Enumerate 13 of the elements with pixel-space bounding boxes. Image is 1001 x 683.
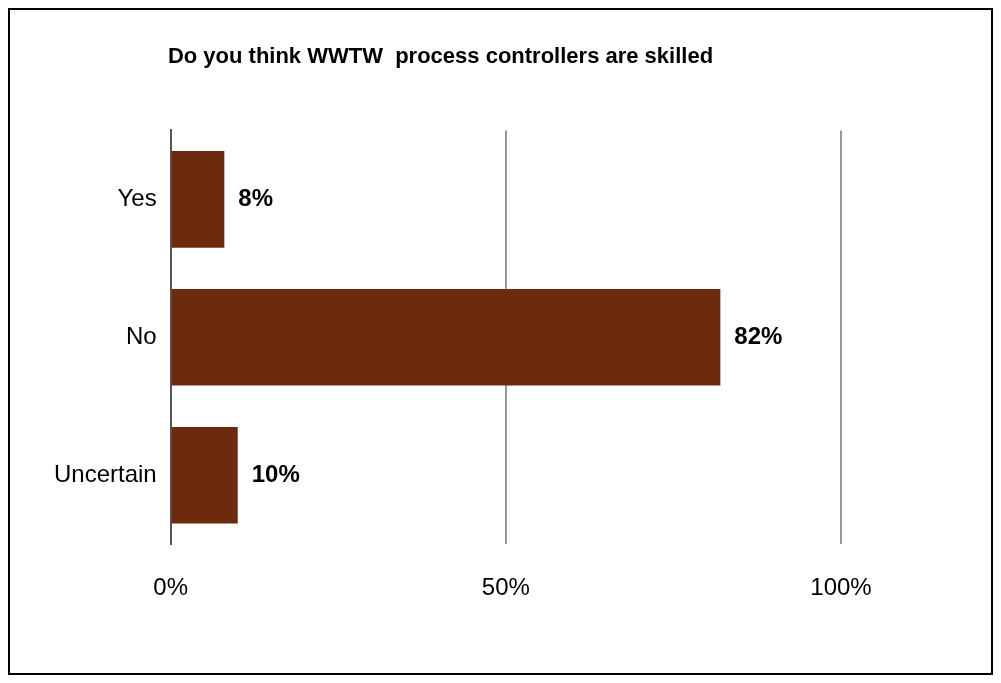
- data-label: 82%: [734, 321, 783, 349]
- bar: [171, 289, 721, 386]
- bar: [171, 151, 225, 248]
- data-label: 10%: [251, 459, 300, 487]
- bar: [171, 426, 238, 524]
- x-tick-label: 50%: [481, 573, 530, 601]
- y-tick-label: Yes: [117, 183, 157, 211]
- y-tick-label: No: [126, 321, 157, 349]
- chart-title: Do you think WWTW process controllers are skilled: [167, 43, 714, 69]
- x-tick-label: 0%: [153, 573, 189, 601]
- x-tick-label: 100%: [810, 573, 872, 601]
- data-label: 8%: [238, 183, 274, 211]
- y-tick-label: Uncertain: [54, 459, 157, 487]
